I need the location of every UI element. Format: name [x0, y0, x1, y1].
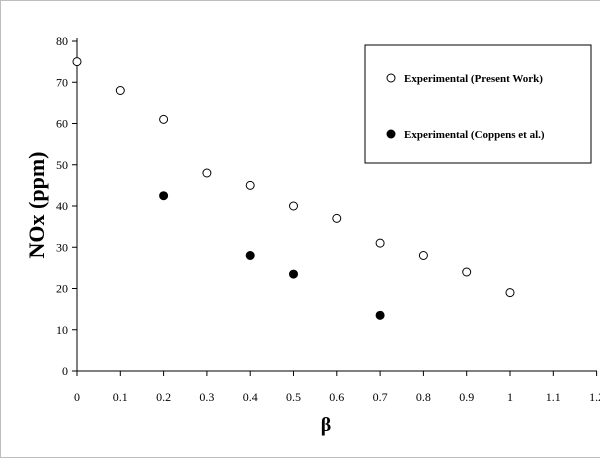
x-tick-label: 1	[507, 390, 513, 404]
legend-label-present-work: Experimental (Present Work)	[404, 73, 543, 85]
legend-box	[365, 45, 591, 163]
x-tick-label: 0	[74, 390, 80, 404]
legend-marker-coppens	[387, 130, 395, 138]
y-tick-label: 0	[62, 364, 68, 378]
data-point-coppens	[376, 311, 384, 319]
x-ticks: 0 0.1 0.2 0.3 0.4 0.5 0.6 0.7 0.8 0.9 1 1.1 1.2	[74, 371, 600, 404]
legend: Experimental (Present Work) Experimental…	[365, 45, 591, 163]
x-tick-label: 1.2	[589, 390, 600, 404]
legend-marker-present-work	[387, 74, 395, 82]
data-point-present-work	[333, 214, 341, 222]
y-tick-label: 10	[56, 323, 68, 337]
data-point-present-work	[160, 115, 168, 123]
data-point-present-work	[463, 268, 471, 276]
y-tick-label: 60	[56, 117, 68, 131]
data-point-present-work	[506, 289, 514, 297]
x-tick-label: 0.7	[373, 390, 388, 404]
x-tick-label: 0.3	[199, 390, 214, 404]
y-tick-label: 20	[56, 282, 68, 296]
data-point-present-work	[203, 169, 211, 177]
y-tick-label: 80	[56, 34, 68, 48]
data-point-present-work	[419, 252, 427, 260]
x-tick-label: 0.8	[416, 390, 431, 404]
data-point-present-work	[290, 202, 298, 210]
y-ticks: 0 10 20 30 40 50 60 70 80	[56, 34, 77, 378]
y-tick-label: 50	[56, 158, 68, 172]
data-point-present-work	[376, 239, 384, 247]
x-tick-label: 0.4	[243, 390, 258, 404]
legend-label-coppens: Experimental (Coppens et al.)	[404, 129, 545, 141]
x-tick-label: 0.2	[156, 390, 171, 404]
data-point-coppens	[290, 270, 298, 278]
data-point-present-work	[116, 87, 124, 95]
y-axis-label: NOx (ppm)	[24, 152, 49, 259]
x-axis-label: β	[321, 414, 332, 436]
x-tick-label: 0.6	[329, 390, 344, 404]
x-tick-label: 1.1	[546, 390, 561, 404]
y-tick-label: 70	[56, 75, 68, 89]
data-point-present-work	[246, 181, 254, 189]
y-tick-label: 30	[56, 240, 68, 254]
x-tick-label: 0.1	[113, 390, 128, 404]
data-point-coppens	[160, 192, 168, 200]
x-tick-label: 0.5	[286, 390, 301, 404]
data-point-present-work	[73, 58, 81, 66]
y-tick-label: 40	[56, 199, 68, 213]
data-point-coppens	[246, 252, 254, 260]
x-tick-label: 0.9	[459, 390, 474, 404]
